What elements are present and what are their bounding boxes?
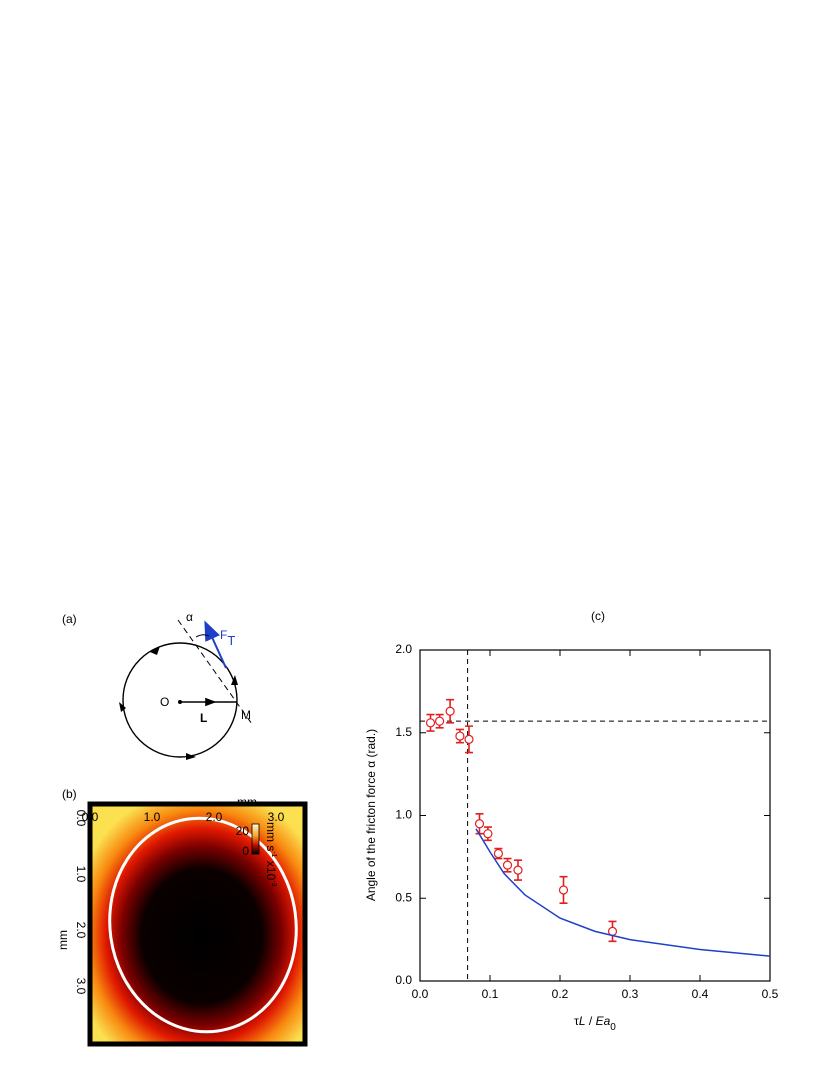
center-dot (178, 700, 182, 704)
y-tick-label: 2.0 (74, 922, 88, 939)
colorbar-label: 20 (236, 824, 250, 838)
unit-text: x10 (264, 858, 278, 881)
colorbar (251, 823, 260, 855)
data-point (435, 716, 445, 726)
colorbar-label: 0 (242, 844, 249, 858)
y-unit: mm (56, 930, 70, 950)
xlabel-part: Ea (596, 1014, 611, 1028)
y-tick-label: 1.0 (395, 808, 412, 822)
force-label: FT (220, 628, 235, 648)
x-tick-label: 3.0 (268, 810, 285, 824)
panel-label: (a) (62, 612, 77, 626)
y-tick-label: 0.0 (395, 973, 412, 987)
data-point (474, 819, 485, 829)
angle-arc (195, 634, 210, 638)
x-tick-label: 0.1 (482, 987, 499, 1001)
xlabel-part: L (579, 1014, 586, 1028)
y-tick-label: 0.5 (395, 890, 412, 904)
y-tick-label: 1.0 (74, 866, 88, 883)
panel-label: (b) (62, 787, 77, 801)
x-tick-label: 2.0 (206, 810, 223, 824)
data-point (425, 718, 436, 728)
orbit (122, 642, 238, 758)
y-tick-label: 3.0 (74, 978, 88, 995)
unit-text: mm s (264, 822, 278, 851)
xlabel-subscript: 0 (610, 1022, 616, 1033)
y-axis-label: Angle of the fricton force α (rad.) (364, 729, 378, 901)
data-point (445, 706, 455, 716)
alpha-label: α (186, 610, 193, 624)
fit-line (475, 828, 771, 957)
heatmap-ticks: 0.0 1.0 2.0 3.0 0.0 1.0 2.0 3.0 20 0 (74, 810, 285, 995)
force-subscript: T (227, 633, 235, 648)
xlabel-part: / (586, 1014, 596, 1028)
origin-label: O (160, 695, 169, 709)
xlabel-part: τ (574, 1014, 579, 1028)
x-axis-label: τL / Ea0 (574, 1014, 616, 1032)
chart-title: (c) (591, 609, 605, 623)
data-point (483, 829, 493, 839)
colorbar-unit: mm s-1 x10-3 (264, 822, 278, 887)
data-point (493, 848, 503, 859)
data-point (558, 885, 569, 895)
data-point (513, 865, 523, 875)
force-text: F (220, 628, 227, 642)
x-tick-label: 0.5 (762, 987, 779, 1001)
radius-label: L (200, 711, 207, 725)
unit-sup: -1 (270, 851, 277, 857)
fit-ellipse (108, 816, 298, 1034)
x-tick-label: 1.0 (144, 810, 161, 824)
panel-c: (c) Angle of the fricton force α (rad.) … (364, 609, 778, 1032)
y-tick-label: 2.0 (395, 642, 412, 656)
force-arrow (204, 620, 227, 669)
y-tick-label: 1.5 (395, 725, 412, 739)
data-point (464, 734, 474, 744)
x-tick-label: 0.3 (622, 987, 639, 1001)
panel-a: (a) α FT O L M (62, 610, 253, 760)
panel-b: (b) mm mm mm s-1 x10-3 0.01.02.03.00.01.… (56, 787, 308, 1047)
x-tick-label: 0.4 (692, 987, 709, 1001)
x-tick-label: 0.0 (82, 810, 99, 824)
x-tick-label: 0.0 (412, 987, 429, 1001)
data-point (502, 860, 513, 870)
y-tick-label: 0.0 (74, 810, 88, 827)
unit-sup: -3 (270, 880, 277, 886)
tangent-line (177, 619, 253, 725)
data-point (455, 731, 465, 741)
point-label: M (241, 708, 251, 722)
x-tick-label: 0.2 (552, 987, 569, 1001)
